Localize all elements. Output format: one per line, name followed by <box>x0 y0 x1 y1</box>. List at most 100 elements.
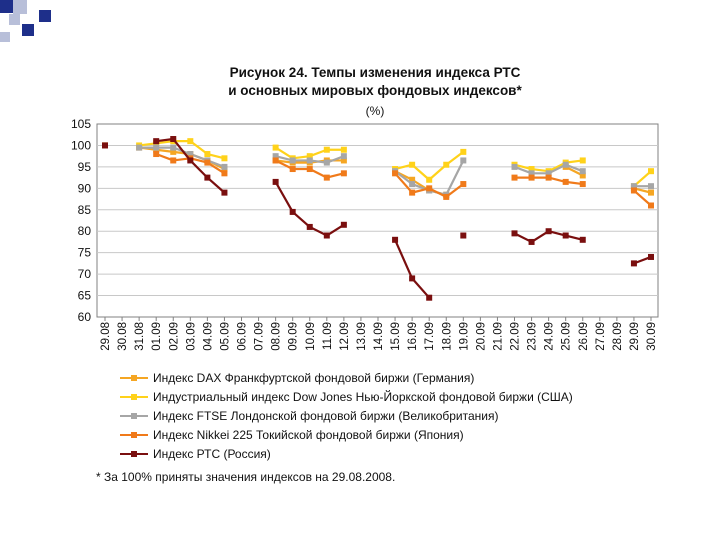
x-tick-label: 16.09 <box>407 322 419 351</box>
data-point-dow <box>648 168 654 175</box>
y-tick-label: 105 <box>71 117 91 131</box>
chart-legend: Индекс DAX Франкфуртской фондовой биржи … <box>118 368 573 463</box>
data-point-rts <box>460 232 467 239</box>
x-tick-label: 11.09 <box>322 322 334 350</box>
data-point-rts <box>272 178 279 185</box>
x-tick-label: 09.09 <box>288 322 300 351</box>
data-point-nikkei <box>272 157 279 164</box>
x-tick-label: 13.09 <box>356 322 368 351</box>
data-point-rts <box>392 236 399 243</box>
data-point-ftse <box>528 170 535 177</box>
data-point-nikkei <box>443 193 450 200</box>
data-point-ftse <box>579 168 586 175</box>
data-point-ftse <box>289 157 296 164</box>
data-point-dow <box>306 153 313 160</box>
y-tick-label: 80 <box>78 224 92 238</box>
data-point-dow <box>579 157 586 164</box>
data-point-ftse <box>136 144 143 151</box>
data-point-ftse <box>648 183 654 190</box>
legend-swatch-rts <box>118 449 150 459</box>
data-point-rts <box>340 221 347 228</box>
data-point-dax <box>340 157 347 164</box>
x-tick-label: 29.09 <box>629 322 641 351</box>
legend-label-nikkei: Индекс Nikkei 225 Токийской фондовой бир… <box>153 427 464 442</box>
x-tick-label: 03.09 <box>185 322 197 351</box>
data-point-dax <box>170 148 177 155</box>
data-point-dow <box>221 155 228 162</box>
data-point-nikkei <box>528 174 535 181</box>
data-point-dow <box>460 148 467 155</box>
data-point-ftse <box>170 144 177 151</box>
data-point-nikkei <box>153 151 160 158</box>
x-tick-label: 19.09 <box>458 322 470 351</box>
x-tick-label: 01.09 <box>151 322 163 351</box>
data-point-ftse <box>545 170 552 177</box>
data-point-ftse <box>323 159 330 166</box>
legend-swatch-dax <box>118 373 150 383</box>
x-tick-label: 14.09 <box>373 322 385 351</box>
data-point-dow <box>187 138 194 145</box>
data-point-nikkei <box>204 159 211 166</box>
data-point-ftse <box>221 163 228 170</box>
x-tick-label: 22.09 <box>510 322 522 351</box>
data-point-rts <box>630 260 637 267</box>
x-tick-label: 08.09 <box>271 322 283 351</box>
data-point-nikkei <box>409 189 416 196</box>
data-point-ftse <box>460 157 467 164</box>
chart-title: Рисунок 24. Темпы изменения индекса РТС <box>229 65 521 80</box>
data-point-dow <box>204 151 211 158</box>
data-point-rts <box>187 157 194 164</box>
data-point-ftse <box>306 157 313 164</box>
x-tick-label: 12.09 <box>339 322 351 351</box>
data-point-rts <box>153 138 160 145</box>
data-point-ftse <box>511 163 518 170</box>
data-point-nikkei <box>545 174 552 181</box>
data-point-dow <box>426 176 433 183</box>
x-tick-label: 10.09 <box>305 322 317 351</box>
x-tick-label: 28.09 <box>612 322 624 351</box>
data-point-rts <box>545 228 552 235</box>
x-tick-label: 20.09 <box>475 322 487 351</box>
legend-label-dow: Индустриальный индекс Dow Jones Нью-Йорк… <box>153 389 573 404</box>
data-point-rts <box>511 230 518 237</box>
data-point-nikkei <box>289 166 296 173</box>
data-point-rts <box>528 238 535 245</box>
data-point-rts <box>579 236 586 243</box>
legend-label-rts: Индекс РТС (Россия) <box>153 446 271 461</box>
data-point-ftse <box>340 153 347 160</box>
deco-square <box>0 32 10 42</box>
data-point-dow <box>340 146 347 153</box>
x-tick-label: 05.09 <box>219 322 231 351</box>
x-tick-label: 29.08 <box>100 322 112 351</box>
data-point-dax <box>409 176 416 183</box>
x-tick-label: 21.09 <box>492 322 504 351</box>
x-tick-label: 17.09 <box>424 322 436 351</box>
data-point-nikkei <box>323 174 330 181</box>
legend-entry-rts: Индекс РТС (Россия) <box>118 444 573 463</box>
data-point-rts <box>562 232 569 239</box>
data-point-ftse <box>562 161 569 168</box>
data-point-rts <box>409 275 416 282</box>
deco-square <box>9 14 20 25</box>
data-point-nikkei <box>426 185 433 192</box>
data-point-dow <box>528 166 535 173</box>
x-tick-label: 31.08 <box>134 322 146 351</box>
x-tick-label: 23.09 <box>527 322 539 351</box>
y-tick-label: 70 <box>78 267 92 281</box>
data-point-rts <box>102 142 108 149</box>
legend-entry-nikkei: Индекс Nikkei 225 Токийской фондовой бир… <box>118 425 573 444</box>
data-point-nikkei <box>460 181 467 188</box>
deco-square <box>13 0 27 14</box>
data-point-rts <box>323 232 330 239</box>
y-tick-label: 60 <box>78 310 92 324</box>
y-tick-label: 100 <box>71 138 91 152</box>
x-tick-label: 27.09 <box>595 322 607 351</box>
legend-label-ftse: Индекс FTSE Лондонской фондовой биржи (В… <box>153 408 499 423</box>
data-point-nikkei <box>648 202 654 209</box>
x-tick-label: 18.09 <box>441 322 453 351</box>
data-point-nikkei <box>630 187 637 194</box>
data-point-nikkei <box>221 170 228 177</box>
data-point-dax <box>579 172 586 179</box>
x-tick-label: 06.09 <box>237 322 249 351</box>
x-tick-label: 25.09 <box>561 322 573 351</box>
